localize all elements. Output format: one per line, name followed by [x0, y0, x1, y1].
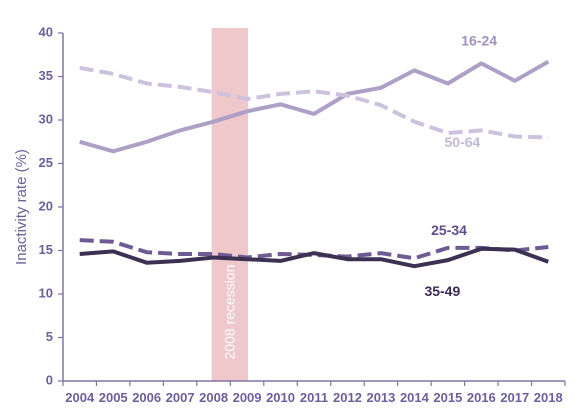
y-tick-label: 35 [39, 68, 53, 83]
series-line-16-24 [79, 59, 550, 154]
series-label-16-24: 16-24 [461, 32, 497, 48]
x-tick-label: 2018 [534, 390, 563, 405]
x-tick-label: 2009 [233, 390, 262, 405]
y-tick-label: 10 [39, 285, 53, 300]
x-tick-label: 2015 [433, 390, 462, 405]
x-tick-label: 2013 [366, 390, 395, 405]
y-tick-label: 30 [39, 111, 53, 126]
x-tick-label: 2010 [266, 390, 295, 405]
y-tick-label: 25 [39, 155, 53, 170]
y-tick-label: 15 [39, 242, 53, 257]
series-line-50-64 [79, 65, 549, 140]
y-tick-label: 20 [39, 198, 53, 213]
x-tick-label: 2016 [467, 390, 496, 405]
x-tick-label: 2008 [199, 390, 228, 405]
x-tick-label: 2012 [333, 390, 362, 405]
x-tick-label: 2004 [65, 390, 95, 405]
x-tick-label: 2011 [300, 390, 328, 405]
series-label-35-49: 35-49 [424, 283, 460, 299]
x-tick-label: 2007 [166, 390, 195, 405]
y-tick-label: 0 [46, 372, 53, 387]
series-label-50-64: 50-64 [445, 134, 481, 150]
recession-band [211, 28, 249, 381]
x-tick-label: 2006 [132, 390, 161, 405]
x-tick-label: 2014 [400, 390, 430, 405]
recession-label: 2008 recession [222, 265, 238, 360]
x-tick-label: 2005 [99, 390, 128, 405]
x-tick-label: 2017 [500, 390, 529, 405]
y-tick-label: 5 [46, 329, 53, 344]
y-tick-label: 40 [39, 24, 53, 39]
series-line-35-49 [79, 246, 549, 269]
y-axis-title: Inactivity rate (%) [13, 149, 30, 265]
series-label-25-34: 25-34 [431, 222, 467, 238]
